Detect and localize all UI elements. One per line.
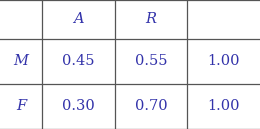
Text: M: M bbox=[14, 54, 29, 68]
Text: 1.00: 1.00 bbox=[207, 99, 240, 113]
Text: 0.55: 0.55 bbox=[135, 54, 167, 68]
Text: 1.00: 1.00 bbox=[207, 54, 240, 68]
Text: 0.70: 0.70 bbox=[135, 99, 167, 113]
Text: R: R bbox=[146, 12, 157, 26]
Text: 0.45: 0.45 bbox=[62, 54, 95, 68]
Text: F: F bbox=[16, 99, 26, 113]
Text: A: A bbox=[73, 12, 84, 26]
Text: 0.30: 0.30 bbox=[62, 99, 95, 113]
